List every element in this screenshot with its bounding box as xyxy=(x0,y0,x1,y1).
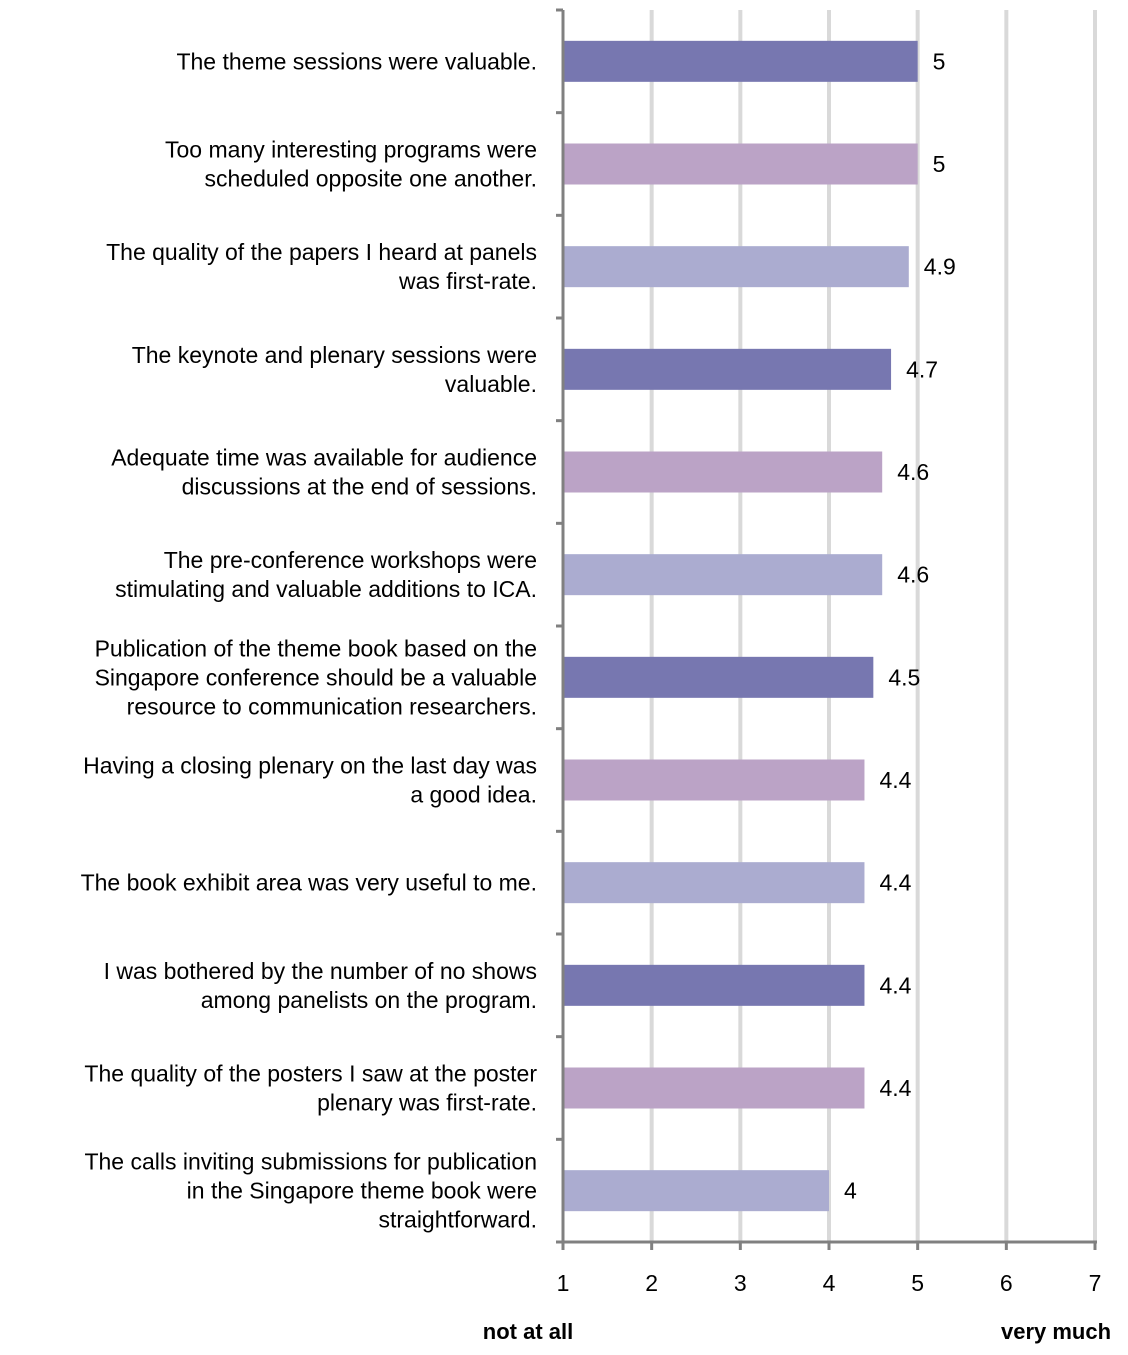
bar-1 xyxy=(563,40,918,82)
value-labels: 5 5 4.9 4.7 4.6 4.6 4.5 4.4 4.4 4.4 4.4 4 xyxy=(844,48,956,1203)
category-label-1-line-1: The theme sessions were valuable. xyxy=(176,48,537,74)
category-label-11-line-2: plenary was first-rate. xyxy=(317,1090,537,1116)
category-label-12-line-1: The calls inviting submissions for publi… xyxy=(84,1149,537,1175)
gridlines xyxy=(649,10,1097,1242)
x-tick-label-6: 6 xyxy=(1000,1270,1013,1296)
category-label-12: The calls inviting submissions for publi… xyxy=(84,1149,537,1233)
x-tick-label-2: 2 xyxy=(645,1270,658,1296)
bar-3 xyxy=(563,246,909,288)
value-label-5: 4.6 xyxy=(897,459,929,485)
category-label-11-line-1: The quality of the posters I saw at the … xyxy=(84,1061,537,1087)
value-label-7: 4.5 xyxy=(888,664,920,690)
category-label-8: Having a closing plenary on the last day… xyxy=(83,753,537,808)
bar-7 xyxy=(563,656,874,698)
bar-4 xyxy=(563,348,892,390)
tick-labels: 1 2 3 4 5 6 7 xyxy=(557,1270,1102,1296)
bar-10 xyxy=(563,964,865,1006)
value-label-2: 5 xyxy=(933,151,946,177)
category-label-9: The book exhibit area was very useful to… xyxy=(81,870,537,896)
category-label-10-line-1: I was bothered by the number of no shows xyxy=(104,958,537,984)
value-label-4: 4.7 xyxy=(906,356,938,382)
value-label-11: 4.4 xyxy=(879,1075,911,1101)
category-label-7-line-2: Singapore conference should be a valuabl… xyxy=(95,664,537,690)
category-label-6: The pre-conference workshops were stimula… xyxy=(115,547,537,602)
category-label-8-line-1: Having a closing plenary on the last day… xyxy=(83,753,537,779)
x-tick-label-7: 7 xyxy=(1089,1270,1102,1296)
axes xyxy=(556,8,1097,1250)
bars xyxy=(563,40,918,1212)
category-label-6-line-2: stimulating and valuable additions to IC… xyxy=(115,576,537,602)
x-tick-label-4: 4 xyxy=(823,1270,836,1296)
value-label-9: 4.4 xyxy=(879,870,911,896)
category-label-10: I was bothered by the number of no shows… xyxy=(104,958,537,1013)
category-label-3: The quality of the papers I heard at pan… xyxy=(106,239,537,294)
x-tick-label-3: 3 xyxy=(734,1270,747,1296)
category-label-5-line-2: discussions at the end of sessions. xyxy=(182,474,537,500)
category-label-5-line-1: Adequate time was available for audience xyxy=(111,445,537,471)
category-label-7-line-1: Publication of the theme book based on t… xyxy=(95,635,537,661)
x-tick-label-5: 5 xyxy=(911,1270,924,1296)
category-label-8-line-2: a good idea. xyxy=(410,782,537,808)
value-label-8: 4.4 xyxy=(879,767,911,793)
bar-11 xyxy=(563,1067,865,1109)
bar-5 xyxy=(563,451,883,493)
category-label-2-line-2: scheduled opposite one another. xyxy=(205,166,538,192)
category-label-3-line-2: was first-rate. xyxy=(398,268,537,294)
category-label-2: Too many interesting programs were schedu… xyxy=(165,137,537,192)
category-label-12-line-2: in the Singapore theme book were xyxy=(187,1178,537,1204)
category-label-6-line-1: The pre-conference workshops were xyxy=(164,547,537,573)
value-label-6: 4.6 xyxy=(897,562,929,588)
x-axis-high-label: very much xyxy=(1001,1319,1111,1344)
category-label-1: The theme sessions were valuable. xyxy=(176,48,537,74)
category-label-4-line-1: The keynote and plenary sessions were xyxy=(132,342,537,368)
bar-6 xyxy=(563,554,883,596)
category-label-4-line-2: valuable. xyxy=(445,371,537,397)
value-label-10: 4.4 xyxy=(879,972,911,998)
x-axis-low-label: not at all xyxy=(483,1319,573,1344)
category-label-7: Publication of the theme book based on t… xyxy=(95,635,537,719)
x-tick-label-1: 1 xyxy=(557,1270,570,1296)
category-label-9-line-1: The book exhibit area was very useful to… xyxy=(81,870,537,896)
category-label-10-line-2: among panelists on the program. xyxy=(201,987,537,1013)
bar-8 xyxy=(563,759,865,801)
category-label-7-line-3: resource to communication researchers. xyxy=(127,693,537,719)
value-label-1: 5 xyxy=(933,48,946,74)
bar-12 xyxy=(563,1170,829,1212)
category-label-2-line-1: Too many interesting programs were xyxy=(165,137,537,163)
value-label-3: 4.9 xyxy=(924,254,956,280)
bar-2 xyxy=(563,143,918,185)
category-label-12-line-3: straightforward. xyxy=(378,1207,537,1233)
category-label-5: Adequate time was available for audience… xyxy=(111,445,537,500)
value-label-12: 4 xyxy=(844,1178,857,1204)
category-label-11: The quality of the posters I saw at the … xyxy=(84,1061,537,1116)
category-labels: The theme sessions were valuable. Too man… xyxy=(81,48,538,1232)
category-label-3-line-1: The quality of the papers I heard at pan… xyxy=(106,239,537,265)
category-label-4: The keynote and plenary sessions were val… xyxy=(132,342,537,397)
bar-9 xyxy=(563,862,865,904)
